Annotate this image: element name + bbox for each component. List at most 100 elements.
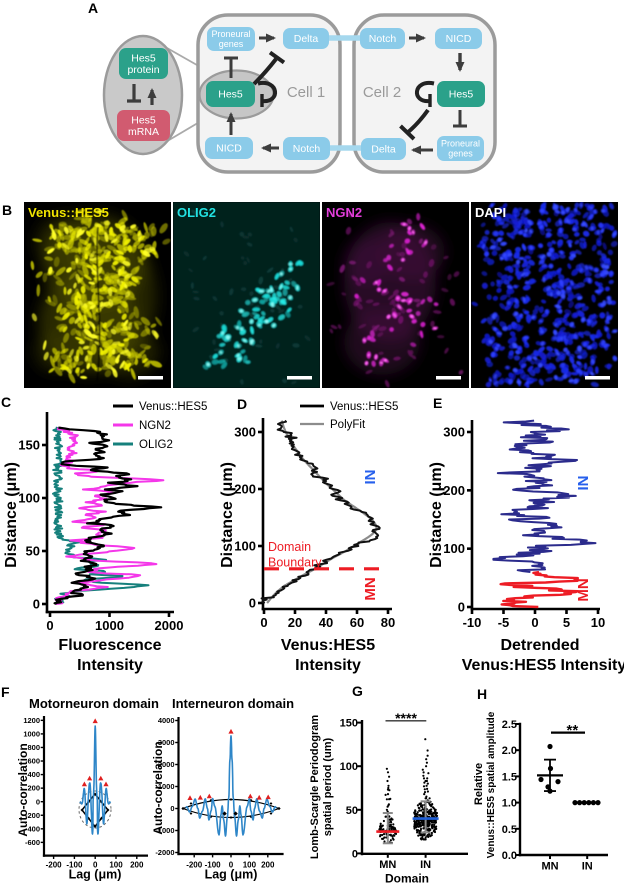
svg-text:-200: -200 bbox=[46, 861, 63, 870]
svg-text:2000: 2000 bbox=[158, 760, 175, 769]
svg-text:Cell 2: Cell 2 bbox=[363, 84, 401, 101]
svg-text:NGN2: NGN2 bbox=[139, 420, 171, 432]
svg-text:200: 200 bbox=[443, 483, 465, 498]
svg-text:Delta: Delta bbox=[371, 144, 396, 156]
svg-text:-600: -600 bbox=[25, 838, 40, 847]
svg-text:100: 100 bbox=[18, 491, 40, 506]
svg-text:1200: 1200 bbox=[23, 716, 40, 725]
svg-text:MN: MN bbox=[362, 577, 379, 600]
svg-text:IN: IN bbox=[575, 476, 592, 491]
svg-text:0: 0 bbox=[170, 804, 174, 813]
svg-text:-5: -5 bbox=[498, 615, 510, 630]
svg-text:800: 800 bbox=[27, 743, 40, 752]
svg-text:0: 0 bbox=[36, 797, 40, 806]
svg-text:-2000: -2000 bbox=[155, 848, 174, 857]
svg-text:200: 200 bbox=[261, 861, 275, 870]
svg-text:MN: MN bbox=[541, 861, 558, 873]
svg-text:Intensity: Intensity bbox=[295, 657, 361, 674]
svg-text:Cell 1: Cell 1 bbox=[287, 84, 325, 101]
svg-text:NGN2: NGN2 bbox=[326, 205, 362, 220]
svg-text:200: 200 bbox=[234, 482, 256, 497]
svg-text:3000: 3000 bbox=[158, 738, 175, 747]
svg-text:Lomb-Scargle Periodogram: Lomb-Scargle Periodogram bbox=[309, 715, 321, 859]
svg-text:IN: IN bbox=[582, 861, 593, 873]
svg-text:0: 0 bbox=[46, 618, 53, 633]
svg-text:Lag (μm): Lag (μm) bbox=[205, 868, 258, 882]
svg-text:NICD: NICD bbox=[446, 33, 472, 45]
svg-text:-10: -10 bbox=[463, 615, 482, 630]
svg-text:****: **** bbox=[395, 710, 417, 726]
svg-text:0: 0 bbox=[458, 600, 465, 615]
svg-text:NICD: NICD bbox=[216, 143, 242, 155]
svg-text:**: ** bbox=[567, 722, 579, 739]
svg-text:0: 0 bbox=[260, 615, 267, 630]
svg-text:OLIG2: OLIG2 bbox=[177, 205, 216, 220]
svg-text:-200: -200 bbox=[186, 861, 203, 870]
svg-text:Venus::HES5: Venus::HES5 bbox=[139, 401, 207, 413]
svg-text:5: 5 bbox=[563, 615, 570, 630]
svg-text:Venus::HES5 spatial amplitude: Venus::HES5 spatial amplitude bbox=[486, 711, 497, 858]
svg-text:100: 100 bbox=[340, 761, 358, 773]
svg-text:2000: 2000 bbox=[155, 618, 184, 633]
svg-text:Venus::HES5: Venus::HES5 bbox=[330, 401, 398, 413]
svg-text:Distance (μm): Distance (μm) bbox=[220, 462, 236, 568]
svg-text:IN: IN bbox=[420, 859, 431, 871]
svg-text:Notch: Notch bbox=[293, 143, 321, 155]
svg-text:Venus:HES5: Venus:HES5 bbox=[281, 637, 375, 654]
svg-text:0: 0 bbox=[33, 597, 40, 612]
svg-text:Hes5: Hes5 bbox=[449, 89, 474, 101]
svg-text:-200: -200 bbox=[25, 811, 40, 820]
svg-text:Hes5: Hes5 bbox=[218, 89, 243, 101]
svg-text:60: 60 bbox=[350, 615, 364, 630]
svg-text:150: 150 bbox=[340, 718, 358, 730]
svg-text:-100: -100 bbox=[66, 861, 83, 870]
svg-text:Distance (μm): Distance (μm) bbox=[3, 462, 20, 568]
svg-text:MN: MN bbox=[379, 859, 396, 871]
svg-text:80: 80 bbox=[381, 615, 395, 630]
svg-text:spatial period (um): spatial period (um) bbox=[322, 737, 334, 836]
svg-text:20: 20 bbox=[288, 615, 302, 630]
svg-text:0: 0 bbox=[249, 596, 256, 611]
svg-text:-400: -400 bbox=[25, 824, 40, 833]
svg-text:0: 0 bbox=[229, 861, 234, 870]
svg-text:300: 300 bbox=[443, 425, 465, 440]
svg-text:genes: genes bbox=[219, 39, 244, 49]
svg-text:Distance (μm): Distance (μm) bbox=[428, 462, 445, 568]
svg-text:Auto-correlation: Auto-correlation bbox=[16, 743, 30, 836]
svg-text:genes: genes bbox=[448, 149, 473, 159]
svg-text:2.5: 2.5 bbox=[502, 719, 517, 731]
svg-text:0.0: 0.0 bbox=[502, 850, 517, 862]
svg-text:1.5: 1.5 bbox=[502, 771, 517, 783]
svg-text:Venus:HES5 Intensity: Venus:HES5 Intensity bbox=[462, 657, 624, 674]
svg-text:Notch: Notch bbox=[369, 33, 397, 45]
svg-text:100: 100 bbox=[243, 861, 257, 870]
svg-text:2.0: 2.0 bbox=[502, 745, 517, 757]
svg-text:Hes5: Hes5 bbox=[131, 114, 156, 126]
svg-text:400: 400 bbox=[27, 770, 40, 779]
svg-text:-1000: -1000 bbox=[155, 826, 174, 835]
svg-text:Proneural: Proneural bbox=[211, 29, 250, 39]
svg-text:Auto-correlation: Auto-correlation bbox=[151, 741, 165, 834]
svg-text:1000: 1000 bbox=[23, 730, 40, 739]
svg-text:100: 100 bbox=[234, 539, 256, 554]
svg-text:Venus::HES5: Venus::HES5 bbox=[28, 205, 109, 220]
svg-text:1000: 1000 bbox=[95, 618, 124, 633]
svg-text:Intensity: Intensity bbox=[77, 657, 143, 674]
svg-text:0.5: 0.5 bbox=[502, 824, 517, 836]
svg-text:Detrended: Detrended bbox=[500, 637, 579, 654]
svg-text:40: 40 bbox=[319, 615, 333, 630]
svg-text:600: 600 bbox=[27, 757, 40, 766]
svg-text:PolyFit: PolyFit bbox=[330, 419, 366, 431]
svg-text:100: 100 bbox=[109, 861, 123, 870]
svg-text:0: 0 bbox=[352, 848, 358, 860]
svg-text:MN: MN bbox=[575, 578, 592, 601]
svg-text:Lag (μm): Lag (μm) bbox=[69, 868, 122, 882]
svg-text:300: 300 bbox=[234, 425, 256, 440]
svg-text:1.0: 1.0 bbox=[502, 798, 517, 810]
svg-text:0: 0 bbox=[531, 615, 538, 630]
svg-text:200: 200 bbox=[130, 861, 144, 870]
svg-text:150: 150 bbox=[18, 438, 40, 453]
svg-text:Motorneuron domain: Motorneuron domain bbox=[29, 696, 159, 711]
svg-text:Domain: Domain bbox=[268, 540, 311, 554]
svg-text:Hes5: Hes5 bbox=[131, 52, 156, 64]
